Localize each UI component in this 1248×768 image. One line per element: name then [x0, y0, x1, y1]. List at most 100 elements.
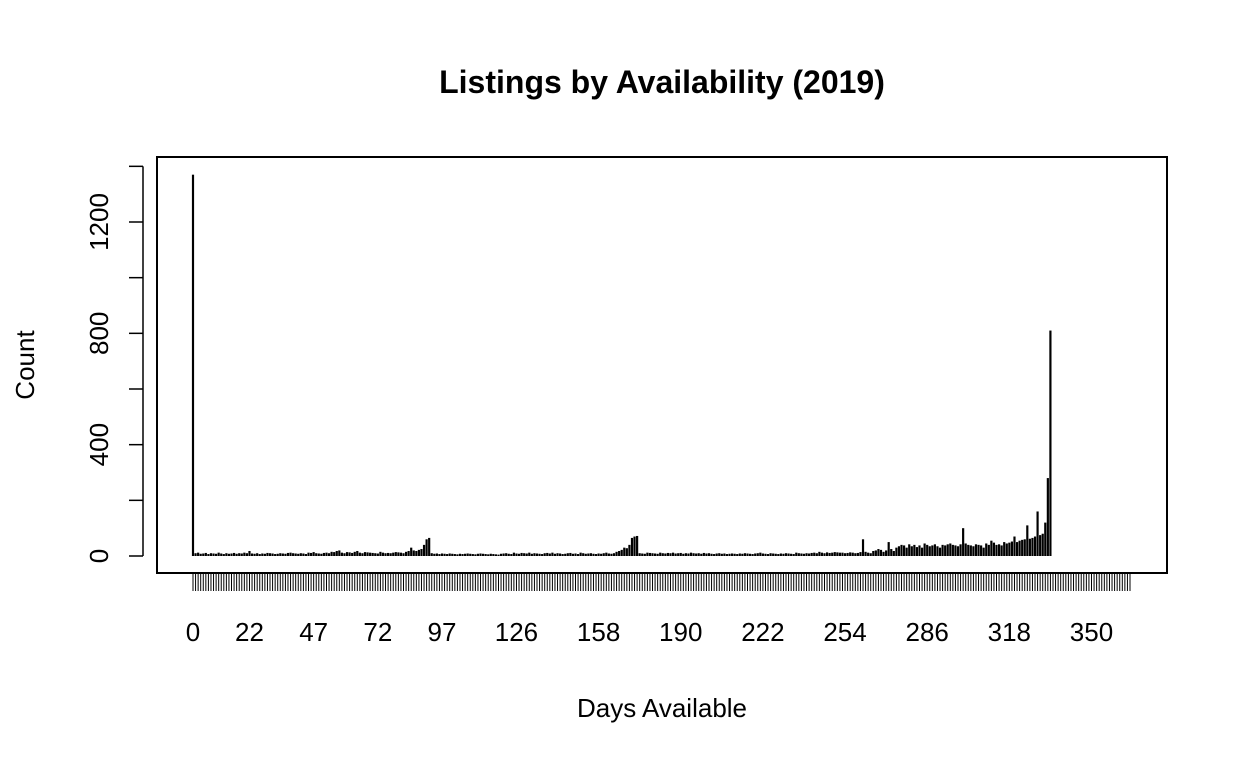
bar — [286, 552, 290, 556]
bar — [779, 553, 782, 556]
bar — [607, 553, 610, 556]
bar — [648, 552, 652, 556]
bar — [766, 554, 770, 556]
bar — [987, 544, 990, 556]
x-tick-label: 97 — [428, 617, 457, 647]
bar — [764, 553, 767, 556]
bar — [438, 554, 441, 556]
bar — [1039, 535, 1042, 557]
bar — [497, 554, 500, 556]
bar — [245, 553, 248, 556]
bar — [736, 554, 739, 556]
bar — [592, 553, 595, 556]
bar — [574, 553, 577, 556]
bar — [612, 553, 616, 556]
bar — [446, 554, 449, 556]
bar — [474, 554, 477, 556]
bar — [908, 544, 911, 556]
bar — [1018, 540, 1021, 556]
bar — [430, 553, 433, 556]
bar — [954, 545, 957, 556]
bar — [268, 553, 272, 556]
bar — [279, 553, 282, 556]
bar — [1008, 542, 1011, 556]
bar — [872, 550, 875, 556]
bar — [543, 553, 546, 556]
bar — [823, 553, 826, 556]
x-tick-label: 0 — [186, 617, 200, 647]
bar — [345, 552, 349, 556]
bar — [936, 546, 939, 556]
bar — [464, 553, 467, 556]
bar — [584, 553, 587, 556]
bar — [643, 553, 646, 556]
bar — [461, 554, 464, 556]
bar — [541, 554, 544, 556]
bar — [248, 550, 251, 556]
bar — [638, 553, 641, 556]
bar — [258, 554, 261, 556]
bar — [369, 552, 372, 556]
bar — [315, 553, 318, 556]
bar — [250, 553, 254, 556]
bar — [448, 553, 451, 556]
bar — [528, 552, 531, 556]
bar — [651, 553, 654, 556]
bar — [587, 553, 590, 556]
bar — [959, 544, 962, 556]
bar — [710, 553, 713, 556]
x-tick-label: 47 — [299, 617, 328, 647]
bar — [956, 546, 960, 556]
bar — [225, 553, 228, 556]
bar — [697, 553, 700, 556]
bar — [677, 553, 680, 556]
bar — [335, 550, 338, 556]
bar — [674, 553, 677, 556]
bar — [240, 553, 243, 556]
bar — [782, 553, 785, 556]
bar — [422, 544, 426, 556]
bar — [458, 553, 462, 556]
bar — [707, 553, 711, 556]
bar — [790, 553, 793, 556]
bar — [751, 554, 754, 556]
bar — [633, 536, 636, 556]
bar — [238, 553, 241, 556]
bar — [1046, 478, 1049, 556]
y-axis: 0 400 800 1200 — [84, 165, 144, 563]
bar — [926, 544, 929, 556]
bar — [553, 553, 557, 556]
bar — [897, 546, 901, 556]
bar — [1028, 538, 1031, 556]
bar — [204, 552, 207, 556]
bar — [425, 539, 428, 556]
bar — [797, 553, 800, 556]
bar — [725, 554, 729, 556]
bar — [972, 546, 975, 556]
bar — [849, 552, 852, 556]
bar — [867, 552, 870, 556]
bar — [910, 546, 913, 556]
bar — [389, 553, 392, 556]
bar — [348, 552, 351, 556]
bar — [833, 552, 836, 556]
bar — [600, 553, 603, 556]
bar — [538, 553, 541, 556]
bar — [594, 554, 598, 556]
bar — [949, 543, 952, 556]
bar — [197, 552, 200, 556]
bar — [885, 550, 888, 556]
bar — [320, 553, 323, 556]
bar — [499, 553, 503, 556]
bar — [1003, 542, 1006, 556]
bar — [410, 547, 413, 556]
bar — [700, 553, 703, 556]
bar — [818, 551, 821, 556]
bar — [325, 552, 328, 556]
bar — [900, 544, 903, 556]
bar — [815, 553, 818, 556]
bar — [589, 553, 592, 556]
bar — [728, 553, 731, 556]
bar — [1031, 537, 1034, 556]
